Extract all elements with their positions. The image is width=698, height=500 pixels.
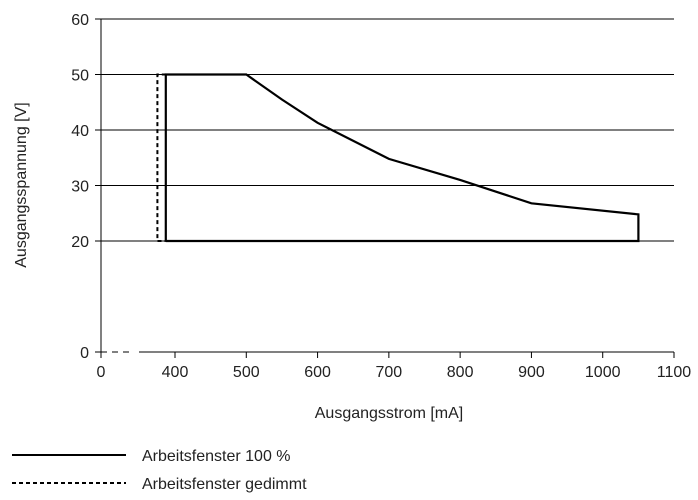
x-tick-label-400: 400 <box>162 364 189 381</box>
series-line-arbeitsfenster-gedimmt <box>156 73 166 242</box>
x-axis-title: Ausgangsstrom [mA] <box>315 405 464 422</box>
x-tick-label-1000: 1000 <box>585 364 621 381</box>
x-tick-label-800: 800 <box>447 364 474 381</box>
series-line-arbeitsfenster-100 <box>164 73 640 243</box>
y-tick-label-30: 30 <box>71 179 89 196</box>
y-axis-title: Ausgangsspannung [V] <box>13 102 30 267</box>
y-tick-label-60: 60 <box>71 12 89 29</box>
legend-label-arbeitsfenster-100: Arbeitsfenster 100 % <box>142 448 291 465</box>
x-tick-label-600: 600 <box>304 364 331 381</box>
legend: Arbeitsfenster 100 % Arbeitsfenster gedi… <box>12 448 307 493</box>
x-tick-label-700: 700 <box>376 364 403 381</box>
x-tick-label-0: 0 <box>97 364 106 381</box>
x-tick-label-900: 900 <box>518 364 545 381</box>
series-layer <box>156 73 640 243</box>
y-tick-label-0: 0 <box>80 345 89 362</box>
y-tick-label-40: 40 <box>71 123 89 140</box>
x-tick-label-500: 500 <box>233 364 260 381</box>
legend-label-arbeitsfenster-gedimmt: Arbeitsfenster gedimmt <box>142 476 307 493</box>
grid-layer <box>101 18 674 242</box>
y-tick-label-20: 20 <box>71 234 89 251</box>
y-tick-label-50: 50 <box>71 68 89 85</box>
x-tick-label-1100: 1100 <box>657 364 692 381</box>
